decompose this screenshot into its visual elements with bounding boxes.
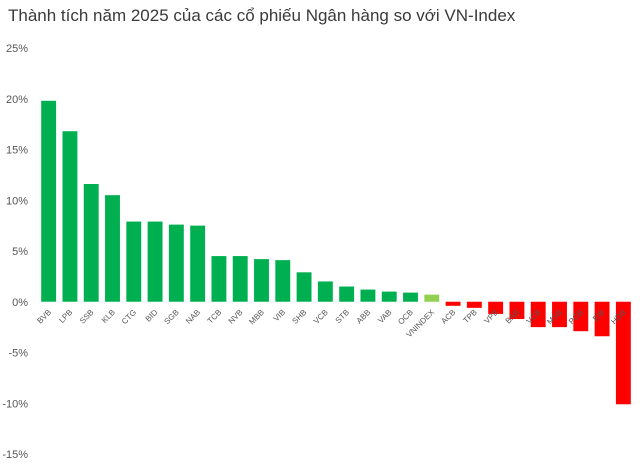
- x-tick-label: SGB: [162, 308, 180, 326]
- bar-msb: [552, 301, 567, 328]
- bar-bab: [509, 301, 525, 320]
- x-tick-label: SSB: [78, 308, 96, 326]
- y-tick-label: -15%: [2, 449, 28, 461]
- x-tick-label: BVB: [35, 308, 53, 326]
- y-tick-label: 15%: [6, 145, 28, 157]
- x-tick-label: ACB: [439, 308, 457, 326]
- y-tick-label: 0%: [12, 297, 28, 309]
- bar-vab: [381, 291, 397, 302]
- x-tick-label: VIB: [272, 308, 287, 323]
- bar-vpb: [488, 301, 504, 314]
- y-tick-label: 25%: [6, 43, 28, 55]
- bar-vib: [275, 260, 291, 302]
- bar-nvb: [232, 256, 248, 302]
- bar-ctg: [126, 221, 142, 302]
- bar-vnindex: [424, 294, 440, 302]
- bar-klb: [105, 195, 120, 302]
- x-tick-label: NVB: [227, 308, 245, 326]
- bar-abb: [360, 289, 376, 302]
- bar-ocb: [403, 292, 418, 302]
- x-tick-label: VCB: [312, 308, 330, 326]
- x-tick-label: STB: [334, 308, 351, 325]
- bar-bvb: [41, 100, 57, 302]
- x-tick-label: LPB: [57, 308, 74, 325]
- y-tick-label: 10%: [6, 195, 28, 207]
- x-tick-label: BID: [144, 308, 160, 324]
- x-tick-label: CTG: [120, 308, 138, 326]
- bar-tcb: [211, 256, 227, 302]
- bar-lpb: [62, 131, 78, 302]
- x-tick-label: SHB: [290, 308, 308, 326]
- bar-hdb: [615, 301, 631, 405]
- x-tick-label: OCB: [396, 308, 415, 327]
- bar-ssb: [83, 184, 99, 302]
- bar-tpb: [466, 301, 482, 308]
- x-tick-label: NAB: [184, 308, 202, 326]
- x-tick-label: TPB: [461, 308, 478, 325]
- bars: [41, 100, 631, 405]
- x-tick-label: TCB: [206, 308, 224, 326]
- y-tick-label: -10%: [2, 398, 28, 410]
- chart-title: Thành tích năm 2025 của các cổ phiếu Ngâ…: [8, 6, 516, 25]
- x-tick-label: KLB: [100, 308, 117, 325]
- bar-bid: [147, 221, 163, 302]
- bar-pgb: [573, 301, 589, 332]
- bar-nab: [190, 225, 206, 302]
- y-tick-label: 5%: [12, 246, 28, 258]
- y-tick-label: 20%: [6, 94, 28, 106]
- bar-mbb: [254, 259, 269, 302]
- y-axis: 25% 20% 15% 10% 5% 0% -5% -10% -15%: [2, 43, 28, 461]
- x-tick-label: ABB: [355, 308, 373, 326]
- bar-eib: [594, 301, 610, 337]
- bar-shb: [296, 272, 312, 302]
- bar-vcb: [317, 281, 333, 302]
- bar-vcb: [530, 301, 546, 328]
- bar-stb: [339, 286, 355, 302]
- bar-acb: [445, 301, 461, 306]
- x-tick-label: MBB: [247, 308, 266, 327]
- y-tick-label: -5%: [8, 348, 28, 360]
- x-tick-label: VAB: [376, 308, 393, 325]
- bar-sgb: [168, 224, 184, 302]
